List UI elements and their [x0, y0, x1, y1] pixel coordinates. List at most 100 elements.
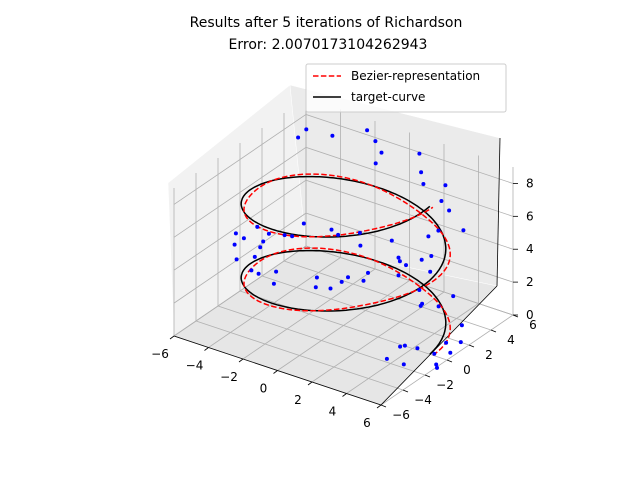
data-point [448, 350, 453, 355]
data-point [361, 278, 366, 283]
data-point [436, 228, 441, 233]
data-point [274, 269, 279, 274]
x-tick-label: −6 [151, 347, 169, 361]
data-points [232, 127, 466, 370]
y-tick [402, 389, 409, 393]
legend: Bezier-representation target-curve [305, 63, 507, 113]
data-point [258, 245, 263, 250]
data-point [419, 170, 424, 175]
data-point [434, 362, 439, 367]
grid-line [239, 290, 448, 361]
x-tick [238, 358, 244, 363]
data-point [313, 285, 318, 290]
data-point [357, 230, 362, 235]
data-point [443, 183, 448, 188]
data-point [428, 269, 433, 274]
data-point [328, 286, 333, 291]
data-point [404, 263, 408, 268]
y-tick [490, 329, 497, 333]
data-point [365, 128, 370, 133]
data-point [358, 243, 363, 248]
data-point [435, 365, 439, 370]
grid-line [173, 146, 514, 238]
data-point [329, 227, 334, 232]
x-tick [169, 335, 175, 340]
y-axis-line [380, 285, 498, 406]
grid-lines [173, 98, 514, 406]
x-tick [342, 393, 347, 397]
grid-line [283, 260, 492, 331]
x-tick-label: −4 [186, 359, 204, 373]
x-tick-label: 6 [363, 416, 371, 430]
data-point [418, 303, 423, 308]
x-tick [376, 404, 382, 409]
grid-line [173, 179, 514, 271]
data-point [384, 356, 389, 361]
data-point [421, 182, 426, 186]
x-tick-label: 0 [260, 382, 268, 396]
data-point [397, 259, 402, 264]
x-tick-label: 4 [329, 405, 337, 419]
grid-line [173, 114, 514, 205]
y-tick-label: 4 [507, 333, 515, 347]
data-point [459, 323, 464, 328]
y-tick [468, 344, 475, 348]
data-point [330, 133, 335, 138]
z-axis-line [496, 137, 501, 287]
z-tick-label: 4 [526, 242, 534, 256]
chart-title: Results after 5 iterations of Richardson [190, 15, 463, 31]
data-point [252, 254, 257, 259]
data-point [296, 135, 301, 140]
data-point [261, 239, 266, 244]
grid-line [217, 305, 426, 376]
data-point [436, 304, 441, 309]
y-tick-label: −4 [414, 393, 432, 407]
y-tick-label: 2 [485, 348, 493, 362]
data-point [389, 238, 394, 243]
data-point [458, 340, 463, 345]
data-point [255, 224, 260, 229]
data-point [426, 234, 431, 239]
data-point [451, 294, 456, 299]
z-tick-label: 2 [526, 275, 534, 289]
chart-subtitle: Error: 2.0070173104262943 [229, 37, 428, 53]
data-point [396, 273, 401, 278]
z-tick-label: 8 [526, 176, 534, 190]
data-point [401, 362, 406, 367]
z-tick-label: 0 [526, 308, 534, 322]
data-point [346, 275, 350, 280]
data-point [290, 234, 295, 239]
data-point [233, 231, 238, 236]
grid-line [173, 245, 514, 337]
plot-marks [232, 127, 466, 370]
data-point [249, 268, 254, 273]
x-tick-label: −2 [220, 370, 238, 384]
data-point [432, 351, 437, 356]
legend-label-bezier: Bezier-representation [351, 69, 480, 83]
y-tick-label: 6 [529, 318, 537, 332]
y-tick-label: −6 [392, 408, 410, 422]
bezier-representation-line [243, 173, 451, 356]
data-point [336, 232, 341, 237]
data-point [379, 150, 384, 155]
x-tick [204, 347, 209, 351]
z-tick-label: 6 [526, 209, 534, 223]
y-tick [380, 404, 387, 408]
x-tick-label: 2 [294, 393, 302, 407]
data-point [282, 233, 287, 238]
y-tick-label: 0 [463, 363, 471, 377]
data-point [271, 281, 276, 286]
data-point [304, 127, 309, 132]
data-point [447, 208, 452, 213]
data-point [232, 242, 237, 247]
y-tick-label: −2 [436, 378, 454, 392]
tick-marks [169, 183, 519, 409]
data-point [429, 254, 434, 258]
data-point [241, 236, 246, 241]
grid-line [261, 275, 470, 346]
data-point [339, 279, 344, 284]
data-point [439, 199, 444, 203]
